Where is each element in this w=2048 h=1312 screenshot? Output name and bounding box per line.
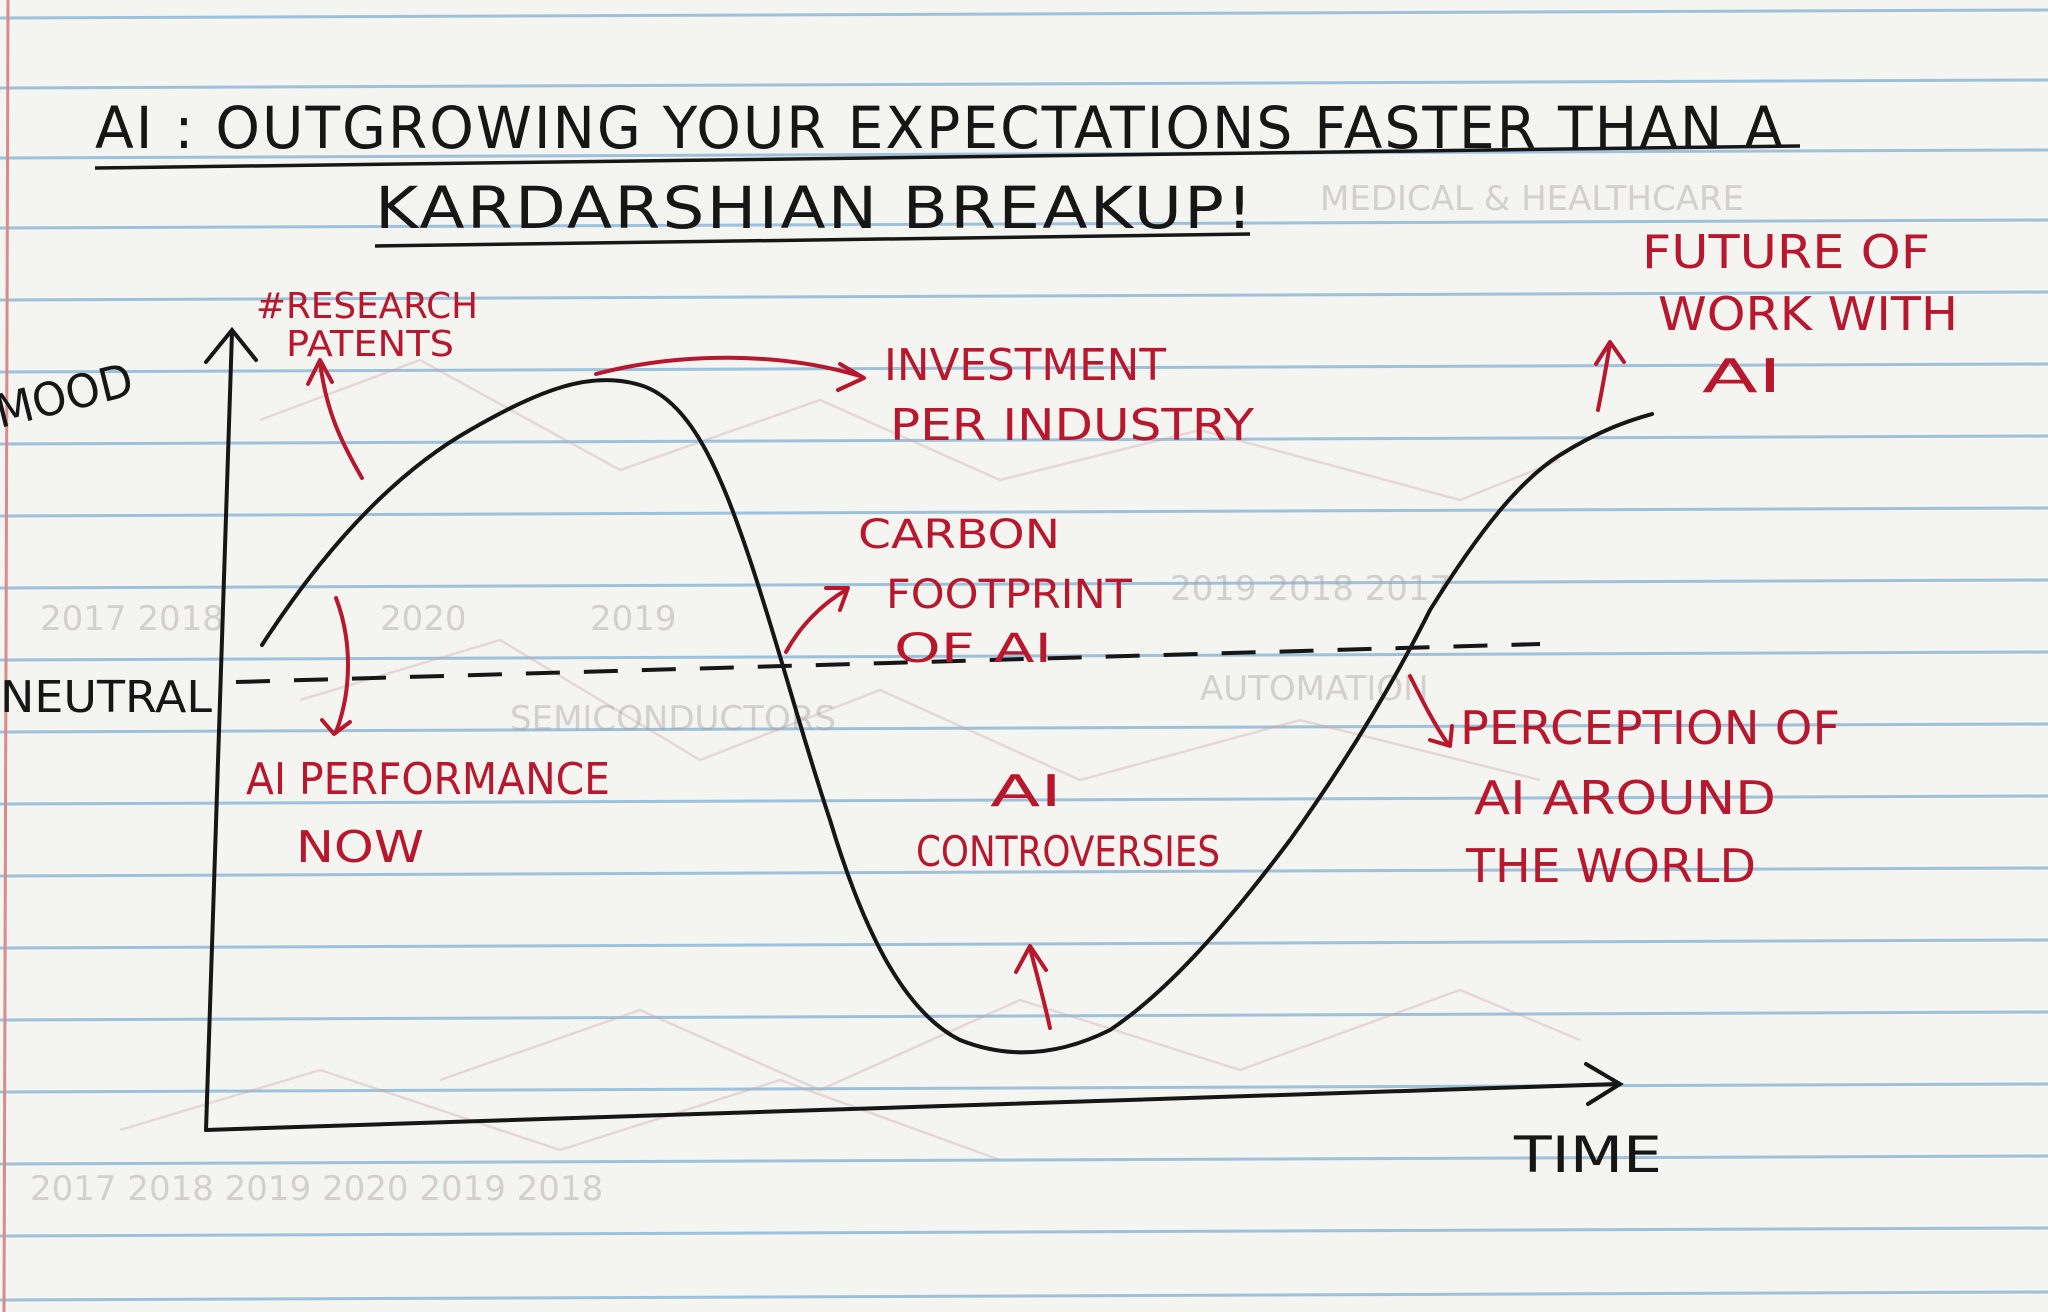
svg-text:MEDICAL & HEALTHCARE: MEDICAL & HEALTHCARE — [1320, 179, 1744, 219]
carbon-arrowhead — [824, 586, 850, 612]
future-label-2: WORK WITH — [1658, 287, 1958, 341]
performance-arrow — [334, 596, 350, 734]
investment-label-2: PER INDUSTRY — [890, 400, 1254, 451]
svg-text:2019: 2019 — [590, 599, 677, 639]
svg-text:AUTOMATION: AUTOMATION — [1200, 669, 1429, 709]
x-axis — [204, 1082, 1620, 1132]
bleed-through — [119, 358, 1581, 1162]
future-label-1: FUTURE OF — [1642, 225, 1930, 279]
annotations: #RESEARCH PATENTS AI PERFORMANCE NOW INV… — [246, 225, 1958, 893]
research-label-2: PATENTS — [286, 324, 454, 365]
svg-text:2017 2018 2019 2020 2019 2018: 2017 2018 2019 2020 2019 2018 — [30, 1169, 603, 1209]
investment-arrow — [594, 355, 862, 378]
title-underline-2 — [374, 232, 1251, 248]
research-label-1: #RESEARCH — [256, 286, 478, 327]
controversies-label-2: CONTROVERSIES — [916, 827, 1220, 876]
neutral-line — [235, 642, 1541, 684]
svg-text:SEMICONDUCTORS: SEMICONDUCTORS — [510, 699, 836, 739]
research-arrowhead — [306, 358, 334, 386]
mood-curve — [260, 378, 1654, 1055]
bleed-through-text: 2017 2018 2020 2019 2019 2018 2017 AUTOM… — [30, 179, 1744, 1209]
svg-text:2019 2018 2017: 2019 2018 2017 — [1170, 569, 1451, 609]
axes — [204, 326, 1624, 1132]
annotation-arrows — [306, 340, 1626, 1030]
investment-label-1: INVESTMENT — [884, 340, 1166, 391]
performance-arrowhead — [320, 718, 352, 736]
perception-label-2: AI AROUND — [1474, 771, 1776, 825]
y-axis-arrowhead — [204, 326, 258, 364]
ai-performance-label-2: NOW — [296, 822, 424, 873]
carbon-label-3: OF AI — [894, 626, 1052, 672]
perception-label-1: PERCEPTION OF — [1460, 701, 1840, 755]
margin-line — [2, 0, 10, 1312]
carbon-arrow — [784, 588, 848, 654]
carbon-label-1: CARBON — [858, 512, 1060, 558]
svg-text:2020: 2020 — [380, 599, 467, 639]
x-axis-arrowhead — [1584, 1062, 1624, 1106]
neutral-label: NEUTRAL — [0, 672, 213, 723]
research-arrow — [318, 360, 364, 480]
perception-arrow — [1408, 674, 1450, 746]
future-label-3: AI — [1702, 349, 1782, 403]
y-axis — [204, 330, 234, 1132]
title: AI : OUTGROWING YOUR EXPECTATIONS FASTER… — [94, 94, 1801, 248]
title-line-1: AI : OUTGROWING YOUR EXPECTATIONS FASTER… — [95, 94, 1785, 162]
carbon-label-2: FOOTPRINT — [886, 572, 1133, 618]
future-arrowhead — [1594, 340, 1626, 366]
controversies-label-1: AI — [990, 766, 1062, 817]
svg-text:2017 2018: 2017 2018 — [40, 599, 224, 639]
perception-arrowhead — [1428, 724, 1454, 748]
controversies-arrow — [1028, 946, 1052, 1030]
x-axis-label: TIME — [1513, 1126, 1662, 1184]
future-arrow — [1596, 342, 1612, 412]
title-line-2: KARDARSHIAN BREAKUP! — [375, 174, 1255, 242]
perception-label-3: THE WORLD — [1465, 839, 1756, 893]
controversies-arrowhead — [1014, 944, 1048, 974]
y-axis-label: MOOD — [0, 352, 139, 438]
ai-performance-label-1: AI PERFORMANCE — [246, 754, 610, 805]
investment-arrowhead — [836, 362, 866, 392]
